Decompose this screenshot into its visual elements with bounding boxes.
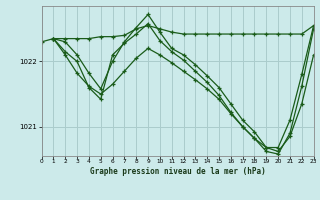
X-axis label: Graphe pression niveau de la mer (hPa): Graphe pression niveau de la mer (hPa) bbox=[90, 167, 266, 176]
